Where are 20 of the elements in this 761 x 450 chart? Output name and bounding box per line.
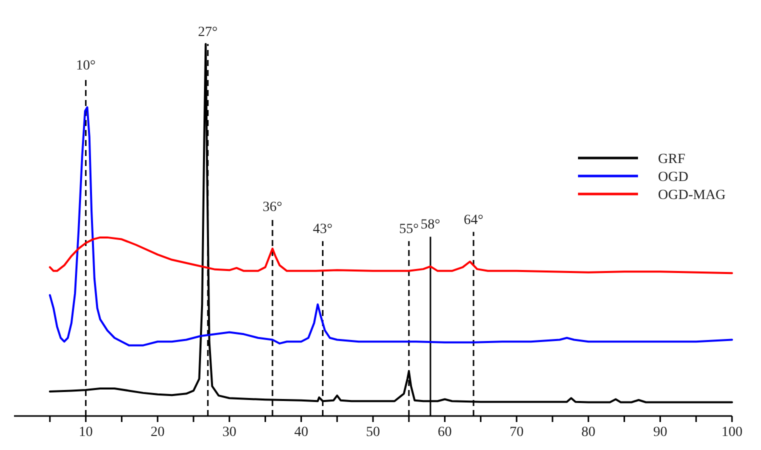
x-tick-label: 70 bbox=[510, 425, 524, 440]
x-tick-label: 10 bbox=[78, 425, 93, 440]
ref-line-label: 64° bbox=[464, 212, 484, 228]
ref-line-label: 43° bbox=[312, 222, 333, 238]
ref-line-label: 10° bbox=[76, 58, 96, 74]
ref-line-label: 36° bbox=[262, 200, 282, 215]
legend-label: OGD-MAG bbox=[658, 188, 726, 203]
x-tick-label: 100 bbox=[722, 425, 742, 440]
x-tick-label: 80 bbox=[581, 425, 596, 440]
x-tick-label: 40 bbox=[294, 425, 308, 440]
ref-line-label: 27° bbox=[198, 25, 218, 40]
legend-label: OGD bbox=[658, 170, 688, 185]
legend-label: GRF bbox=[658, 152, 686, 167]
x-tick-label: 30 bbox=[222, 425, 236, 440]
x-tick-label: 90 bbox=[653, 425, 668, 440]
ref-line-label: 58° bbox=[420, 218, 440, 233]
x-tick-label: 20 bbox=[150, 425, 165, 440]
ref-line-label: 55° bbox=[399, 222, 419, 238]
x-tick-label: 50 bbox=[366, 425, 380, 440]
x-tick-label: 60 bbox=[438, 425, 452, 440]
